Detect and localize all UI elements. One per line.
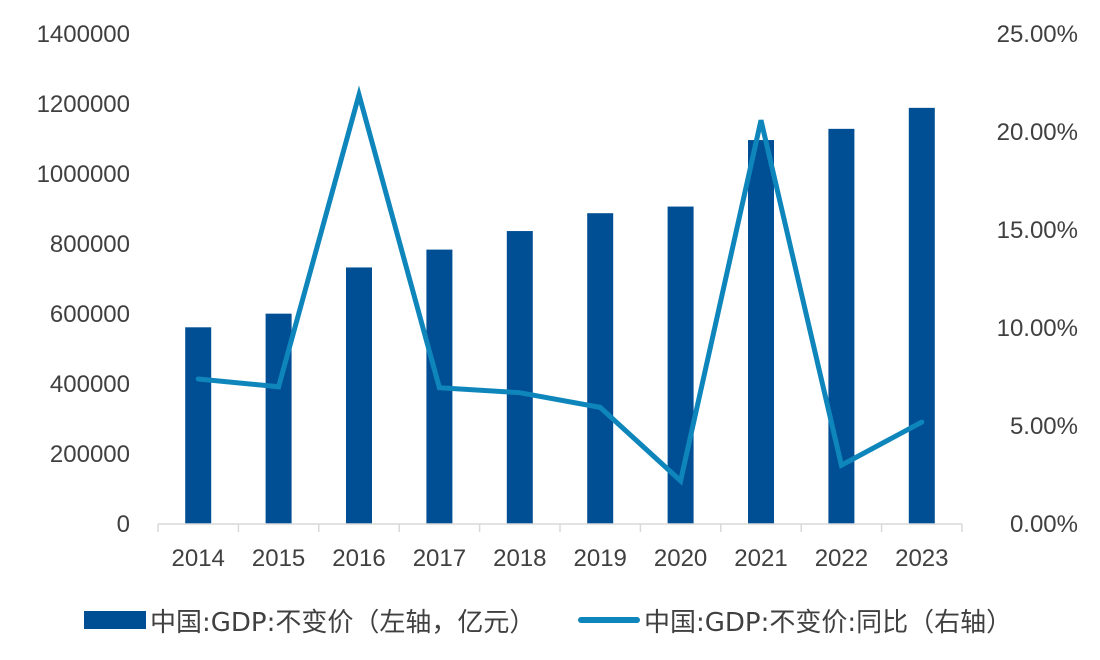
- right-tick-label: 10.00%: [997, 315, 1078, 342]
- gdp-bar: [748, 140, 774, 525]
- legend-line-swatch: [578, 617, 640, 623]
- legend-bar-swatch: [84, 611, 146, 629]
- left-tick-label: 1400000: [37, 21, 130, 48]
- x-tick-label: 2018: [493, 545, 546, 572]
- legend-label-gdp: 中国:GDP:不变价（左轴，亿元）: [150, 607, 536, 638]
- left-tick-label: 800000: [50, 231, 130, 258]
- gdp-bar: [908, 107, 935, 524]
- right-tick-label: 25.00%: [997, 21, 1078, 48]
- x-tick-label: 2020: [654, 545, 707, 572]
- left-axis-ticks: 0 200000 400000 600000 800000 1000000 1200000 1…: [37, 21, 130, 538]
- x-tick-label: 2021: [734, 545, 787, 572]
- left-tick-label: 600000: [50, 301, 130, 328]
- chart-legend: 中国:GDP:不变价（左轴，亿元） 中国:GDP:不变价:同比（右轴）: [0, 598, 1100, 642]
- x-tick-label: 2017: [413, 545, 466, 572]
- gdp-bar: [587, 213, 614, 524]
- left-tick-label: 0: [117, 511, 130, 538]
- x-tick-label: 2019: [574, 545, 627, 572]
- left-tick-label: 400000: [50, 371, 130, 398]
- legend-label-yoy: 中国:GDP:不变价:同比（右轴）: [644, 607, 1013, 638]
- legend-item-yoy: 中国:GDP:不变价:同比（右轴）: [578, 598, 1012, 642]
- gdp-bar: [346, 267, 372, 524]
- left-tick-label: 200000: [50, 441, 130, 468]
- right-axis-ticks: 0.00% 5.00% 10.00% 15.00% 20.00% 25.00%: [997, 21, 1078, 538]
- left-tick-label: 1200000: [37, 91, 130, 118]
- x-axis-ticks: [157, 524, 963, 532]
- right-tick-label: 5.00%: [1010, 413, 1078, 440]
- x-axis-labels: 2014 2015 2016 2017 2018 2019 2020 2021 2022 2023: [172, 545, 949, 572]
- gdp-combo-chart: 0 200000 400000 600000 800000 1000000 1200000 1…: [37, 21, 1078, 572]
- left-tick-label: 1000000: [37, 161, 130, 188]
- gdp-bar: [185, 327, 212, 524]
- legend-item-gdp: 中国:GDP:不变价（左轴，亿元）: [84, 598, 535, 642]
- x-tick-label: 2022: [815, 545, 868, 572]
- x-tick-label: 2023: [895, 545, 948, 572]
- gdp-bar: [506, 231, 533, 525]
- x-tick-label: 2015: [252, 545, 305, 572]
- x-tick-label: 2016: [332, 545, 385, 572]
- right-tick-label: 15.00%: [997, 217, 1078, 244]
- yoy-growth-line: [195, 85, 925, 486]
- right-tick-label: 20.00%: [997, 119, 1078, 146]
- right-tick-label: 0.00%: [1010, 511, 1078, 538]
- x-tick-label: 2014: [172, 545, 225, 572]
